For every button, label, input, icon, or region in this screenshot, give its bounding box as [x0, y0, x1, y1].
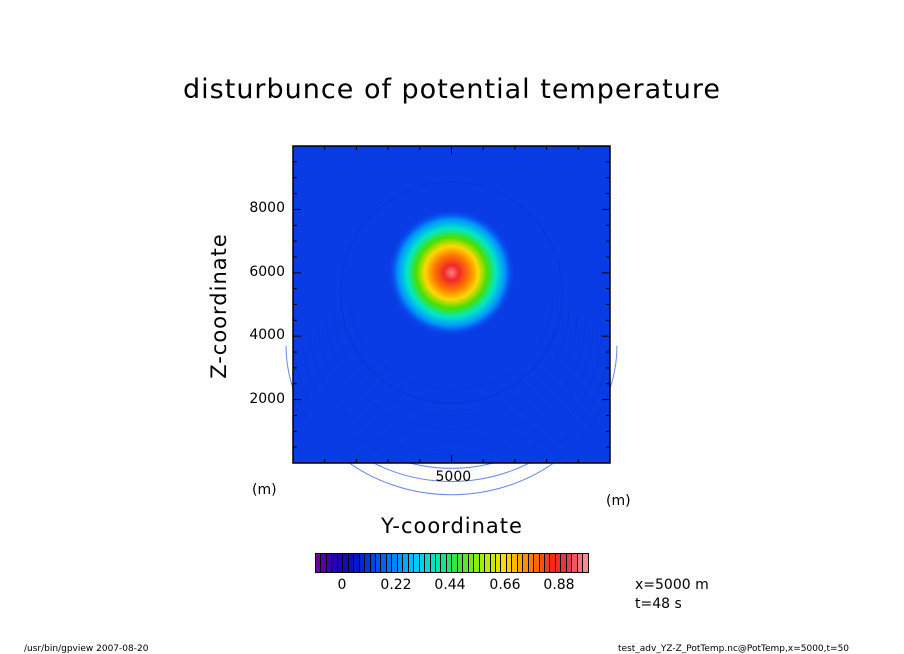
wave-ring	[340, 181, 563, 405]
colorbar-swatch	[555, 554, 562, 572]
colorbar-swatch	[403, 554, 409, 572]
y-tick-label: 8000	[249, 200, 285, 217]
colorbar-swatch	[370, 554, 376, 572]
colorbar-swatch	[430, 554, 436, 572]
y-axis-label: Z-coordinate	[207, 233, 231, 379]
colorbar-swatch	[425, 554, 431, 572]
colorbar-swatch	[408, 554, 415, 572]
colorbar-swatch	[501, 554, 507, 572]
wave-artifact	[285, 345, 618, 496]
colorbar-swatch	[343, 554, 349, 572]
y-tick-label: 6000	[249, 263, 285, 280]
x-tick-label: 5000	[435, 469, 472, 485]
colorbar-swatch	[490, 554, 496, 572]
colorbar-swatch	[512, 554, 518, 572]
wave-artifact	[341, 303, 562, 403]
heatmap-blob	[388, 209, 515, 337]
colorbar-swatch	[572, 554, 578, 572]
y-tick-label: 2000	[249, 390, 285, 407]
colorbar-swatch	[474, 554, 480, 572]
colorbar-swatch	[561, 554, 567, 572]
colorbar-swatch	[435, 554, 442, 572]
wave-artifact	[349, 297, 554, 390]
colorbar-tick-label: 0.44	[434, 577, 466, 593]
colorbar-swatch	[506, 554, 513, 572]
colorbar-swatch	[446, 554, 453, 572]
colorbar-swatch	[517, 554, 524, 572]
x-position-annotation: x=5000 m	[635, 577, 709, 593]
wave-artifact	[301, 333, 602, 469]
footer-right: test_adv_YZ-Z_PotTemp.nc@PotTemp,x=5000,…	[618, 644, 850, 654]
colorbar-swatch	[550, 554, 556, 572]
wave-artifact	[333, 309, 570, 416]
colorbar-swatch	[577, 554, 584, 572]
colorbar-swatch	[583, 554, 588, 572]
colorbar-swatch	[337, 554, 344, 572]
colorbar-swatch	[539, 554, 546, 572]
colorbar-tick-label: 0.88	[543, 577, 575, 593]
colorbar-swatch	[485, 554, 491, 572]
x-axis-label: Y-coordinate	[381, 514, 523, 538]
footer-left: /usr/bin/gpview 2007-08-20	[24, 644, 149, 654]
colorbar-swatch	[534, 554, 540, 572]
colorbar-tick-label: 0.66	[489, 577, 521, 593]
time-annotation: t=48 s	[635, 596, 682, 612]
colorbar-swatch	[495, 554, 502, 572]
colorbar-swatch	[326, 554, 333, 572]
wave-artifact	[317, 321, 586, 443]
chart-title: disturbunce of potential temperature	[183, 74, 721, 105]
wave-artifact	[293, 339, 610, 482]
colorbar-swatch	[348, 554, 355, 572]
colorbar-swatch	[419, 554, 426, 572]
heatmap-wave-artifacts	[285, 181, 618, 496]
colorbar-swatch	[452, 554, 458, 572]
colorbar-swatch	[414, 554, 420, 572]
colorbar-swatch	[463, 554, 469, 572]
y-axis-unit: (m)	[252, 482, 277, 498]
x-axis-unit: (m)	[606, 493, 631, 509]
colorbar-tick-label: 0.22	[380, 577, 412, 593]
colorbar-swatch	[365, 554, 371, 572]
y-tick-label: 4000	[249, 327, 285, 344]
colorbar-swatch	[545, 554, 551, 572]
axis-ticks	[293, 146, 610, 463]
colorbar-swatch	[381, 554, 387, 572]
colorbar-swatch	[375, 554, 382, 572]
colorbar-swatch	[479, 554, 486, 572]
colorbar-swatch	[354, 554, 360, 572]
colorbar-swatch	[468, 554, 475, 572]
colorbar-swatch	[332, 554, 338, 572]
colorbar-tick-label: 0	[337, 577, 347, 593]
colorbar-swatch	[523, 554, 529, 572]
colorbar-swatch	[566, 554, 573, 572]
colorbar-swatch	[359, 554, 366, 572]
colorbar-swatch	[386, 554, 393, 572]
wave-artifact	[325, 315, 578, 430]
colorbar-swatch	[397, 554, 404, 572]
colorbar-swatch	[528, 554, 535, 572]
colorbar-swatch	[392, 554, 398, 572]
colorbar-swatch	[316, 554, 322, 572]
colorbar-swatch	[321, 554, 327, 572]
colorbar-swatch	[457, 554, 464, 572]
colorbar-swatch	[441, 554, 447, 572]
colorbar	[315, 553, 589, 573]
